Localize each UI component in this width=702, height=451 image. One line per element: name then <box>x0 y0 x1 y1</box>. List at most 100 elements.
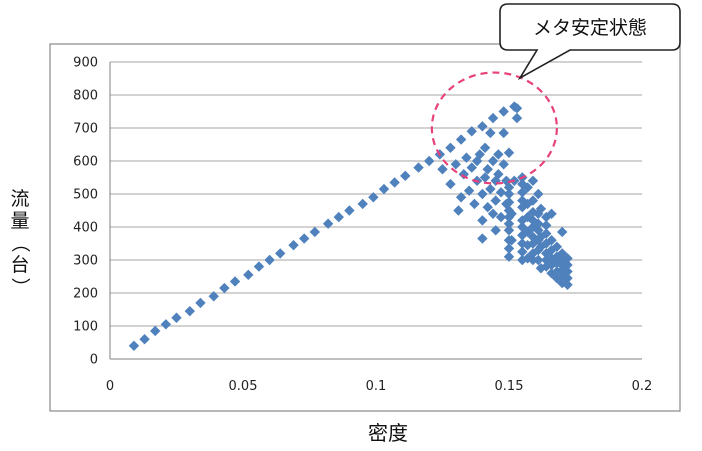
data-point <box>517 187 528 198</box>
callout-box <box>499 3 681 81</box>
metastable-ellipse <box>430 71 558 185</box>
data-point <box>527 215 539 226</box>
data-point <box>503 205 515 216</box>
data-point <box>503 197 515 208</box>
data-point <box>474 149 485 160</box>
data-point <box>535 231 547 243</box>
y-tick-label: 200 <box>73 287 98 302</box>
data-point <box>253 261 265 272</box>
data-point <box>517 230 528 241</box>
data-point <box>541 220 552 231</box>
data-point <box>490 195 501 206</box>
data-point <box>562 266 573 277</box>
data-point <box>344 205 355 216</box>
data-point <box>333 211 344 223</box>
data-point <box>527 206 539 218</box>
data-point <box>487 155 499 167</box>
data-point <box>517 254 528 266</box>
data-point <box>562 259 573 271</box>
data-point <box>195 297 206 309</box>
data-point <box>208 291 219 302</box>
data-point <box>546 244 557 256</box>
x-tick-label: 0.2 <box>632 379 653 394</box>
data-point <box>511 103 523 114</box>
data-point <box>445 178 456 190</box>
data-point <box>527 231 539 243</box>
y-tick-label: 600 <box>73 155 98 170</box>
data-point <box>490 225 501 236</box>
x-tick-label: 0.15 <box>495 379 524 394</box>
data-point <box>264 254 275 266</box>
data-point <box>463 185 475 196</box>
data-point <box>485 183 496 195</box>
data-point <box>533 254 544 266</box>
y-axis-label-char: ） <box>9 277 31 296</box>
data-point <box>455 192 467 203</box>
data-point <box>522 182 533 193</box>
data-point <box>437 164 448 175</box>
data-point <box>389 177 400 188</box>
data-point <box>498 106 509 117</box>
data-point <box>445 142 456 153</box>
data-point <box>517 215 528 226</box>
y-tick-label: 700 <box>73 122 98 137</box>
data-point <box>517 202 528 213</box>
data-point <box>453 205 464 216</box>
data-point <box>557 271 568 282</box>
data-point <box>562 272 573 284</box>
data-point <box>546 235 557 246</box>
data-point <box>466 162 477 173</box>
data-point <box>546 253 557 264</box>
data-point <box>551 241 563 252</box>
data-point <box>535 241 547 252</box>
y-tick-label: 100 <box>73 320 98 335</box>
data-point <box>535 203 547 215</box>
x-tick-label: 0.1 <box>366 379 387 394</box>
data-point <box>160 319 172 330</box>
data-point <box>298 233 310 244</box>
data-point <box>413 162 424 173</box>
data-point <box>275 248 286 259</box>
data-point <box>546 268 557 279</box>
y-tick-label: 400 <box>73 221 98 236</box>
callout: メタ安定状態 <box>499 3 681 81</box>
data-point <box>400 170 411 182</box>
y-tick-label: 900 <box>73 56 98 71</box>
data-point <box>517 221 528 233</box>
data-point <box>527 238 539 249</box>
y-axis-label-char: 流 <box>10 188 29 210</box>
data-point <box>322 218 334 229</box>
data-points <box>128 101 573 351</box>
data-point <box>139 334 150 345</box>
data-point <box>557 226 568 238</box>
data-point <box>517 195 528 206</box>
data-point <box>503 251 515 262</box>
data-point <box>487 208 499 219</box>
y-tick-label: 800 <box>73 89 98 104</box>
data-point <box>506 235 517 246</box>
callout-label: メタ安定状態 <box>533 17 647 39</box>
data-point <box>461 152 472 163</box>
data-point <box>557 248 568 259</box>
data-point <box>533 218 544 229</box>
axes <box>109 62 642 360</box>
data-point <box>219 282 230 294</box>
data-point <box>541 228 552 239</box>
x-tick-label: 0.05 <box>229 379 258 394</box>
data-point <box>495 187 507 198</box>
gridlines <box>110 61 642 327</box>
data-point <box>482 202 493 213</box>
data-point <box>535 263 547 274</box>
data-point <box>503 147 515 158</box>
x-tick-labels: 0 0.05 0.1 0.15 0.2 <box>106 379 652 394</box>
data-point <box>546 208 557 219</box>
data-point <box>493 169 504 180</box>
data-point <box>424 155 435 167</box>
data-point <box>128 340 140 351</box>
data-point <box>517 178 528 190</box>
data-point <box>229 276 241 287</box>
data-point <box>357 198 368 210</box>
data-point <box>503 243 515 254</box>
data-point <box>466 126 477 137</box>
data-point <box>527 195 539 206</box>
